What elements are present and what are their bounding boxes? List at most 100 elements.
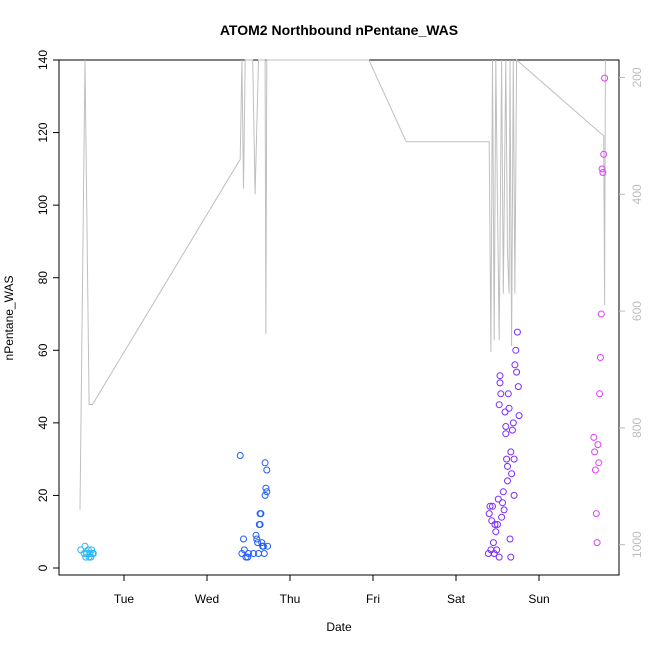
data-point (502, 423, 510, 430)
data-point (263, 488, 271, 496)
chart-title: ATOM2 Northbound nPentane_WAS (220, 22, 458, 38)
series-3 (484, 328, 523, 561)
data-point (595, 459, 603, 467)
data-point (262, 484, 270, 492)
data-point (250, 550, 257, 557)
data-point (515, 412, 523, 420)
data-point (264, 542, 272, 550)
data-point (496, 372, 504, 380)
data-point (507, 553, 515, 561)
y-tick-label: 20 (36, 488, 50, 502)
y-tick-label: 120 (36, 122, 50, 142)
point-layer (77, 74, 609, 561)
data-point (252, 531, 260, 539)
data-point (498, 513, 506, 521)
data-point (513, 328, 521, 336)
data-point (489, 502, 496, 510)
data-point (82, 553, 90, 561)
y2-tick-label: 1000 (630, 531, 644, 558)
data-point (591, 466, 599, 474)
data-point (499, 488, 507, 496)
data-point (510, 455, 518, 463)
data-point (512, 346, 520, 354)
data-point (491, 521, 499, 528)
x-tick-label: Fri (366, 592, 380, 606)
y2-tick-label: 600 (630, 301, 644, 321)
series-2 (236, 452, 272, 561)
data-point (511, 361, 519, 369)
data-point (236, 452, 244, 459)
data-point (504, 477, 511, 485)
data-point (492, 528, 500, 536)
series-4 (590, 74, 609, 547)
data-point (503, 455, 511, 463)
data-point (500, 506, 508, 514)
data-point (505, 404, 513, 412)
data-point (256, 521, 264, 528)
data-point (89, 550, 97, 557)
data-point (507, 448, 515, 456)
data-point (594, 441, 602, 449)
data-point (508, 426, 516, 434)
y2-tick-label: 800 (630, 418, 644, 438)
data-point (597, 310, 605, 318)
x-tick-label: Wed (195, 592, 219, 606)
y-tick-label: 60 (36, 343, 50, 357)
data-point (495, 553, 503, 561)
data-point (599, 169, 607, 176)
data-point (240, 535, 247, 543)
data-point (489, 539, 497, 547)
data-point (258, 539, 266, 547)
data-point (244, 553, 252, 561)
data-point (254, 539, 262, 547)
data-point (596, 390, 604, 398)
data-point (508, 470, 516, 478)
x-axis-label: Date (326, 620, 352, 634)
data-point (496, 379, 504, 387)
data-point (253, 535, 261, 543)
data-point (84, 546, 92, 554)
data-point (497, 390, 505, 398)
y-tick-label: 40 (36, 416, 50, 430)
series-1 (77, 542, 97, 561)
data-point (259, 542, 267, 550)
data-point (88, 546, 96, 554)
data-point (499, 499, 506, 507)
axes-layer: 0 20 40 60 80 100 120 140 Tue Wed Thu Fri Sat Sun 200 4… (36, 50, 644, 606)
y-tick-label: 140 (36, 50, 50, 70)
data-point (506, 535, 514, 543)
data-point (504, 390, 512, 398)
x-tick-label: Sun (528, 592, 549, 606)
data-point (257, 510, 265, 518)
data-point (504, 462, 511, 470)
data-point (260, 550, 268, 557)
data-point (501, 408, 509, 416)
y2-tick-label: 200 (630, 67, 644, 87)
y-tick-label: 0 (36, 564, 50, 571)
data-point (502, 430, 510, 438)
data-point (591, 448, 599, 456)
data-point (509, 419, 517, 427)
data-point (513, 368, 521, 376)
line-layer (79, 58, 606, 510)
data-point (486, 502, 494, 510)
data-point (596, 354, 604, 361)
data-point (245, 550, 252, 557)
data-point (86, 550, 94, 557)
data-point (495, 401, 503, 409)
data-point (261, 491, 269, 499)
data-point (263, 466, 271, 474)
data-point (593, 539, 601, 547)
data-point (598, 165, 606, 173)
data-point (240, 546, 248, 554)
data-point (238, 550, 246, 557)
data-point (600, 150, 608, 158)
data-point (494, 521, 501, 528)
data-point (601, 74, 609, 82)
y-tick-label: 100 (36, 195, 50, 215)
y2-tick-label: 400 (630, 184, 644, 204)
x-tick-label: Tue (114, 592, 135, 606)
y-tick-label: 80 (36, 271, 50, 285)
secondary-series-line (79, 58, 606, 510)
data-point (510, 491, 518, 499)
